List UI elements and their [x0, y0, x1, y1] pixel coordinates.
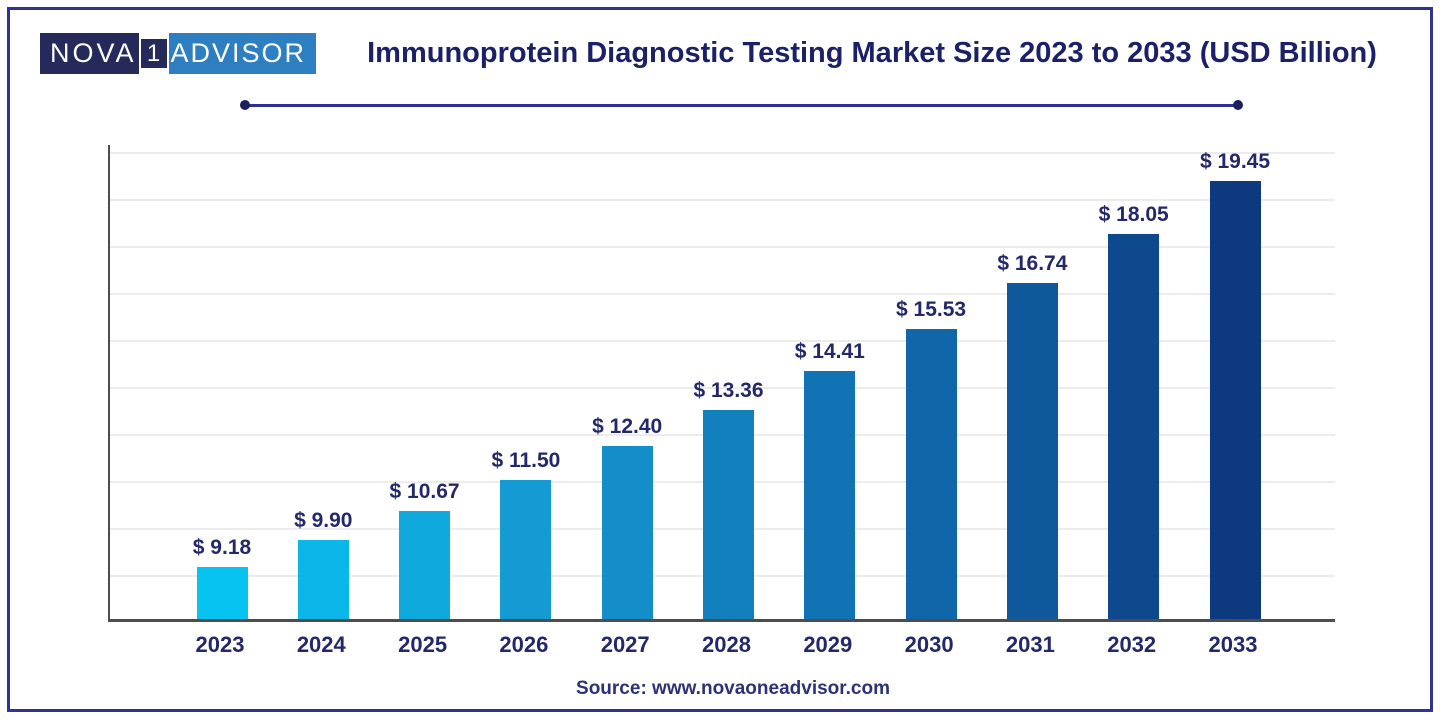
bar-value-label-2029: $ 14.41 — [794, 340, 865, 363]
bar-2023 — [196, 567, 248, 619]
logo-one-badge: 1 — [138, 37, 169, 70]
underline-right-dot — [1233, 100, 1243, 110]
x-axis-label-2026: 2026 — [499, 632, 549, 657]
underline-left-dot — [240, 100, 250, 110]
bar-value-label-2023: $ 9.18 — [192, 536, 252, 559]
bar-2033 — [1209, 181, 1261, 619]
x-axis-label-2031: 2031 — [1005, 632, 1055, 657]
logo-text-nova: NOVA — [40, 33, 139, 74]
bar-value-label-2025: $ 10.67 — [389, 480, 460, 503]
x-axis-label-2028: 2028 — [702, 632, 751, 657]
gridline — [110, 152, 1335, 154]
bar-2028 — [703, 410, 754, 619]
bar-2031 — [1006, 283, 1058, 619]
gridline — [110, 199, 1335, 201]
bar-value-label-2032: $ 18.05 — [1098, 203, 1169, 226]
bar-value-label-2033: $ 19.45 — [1199, 150, 1271, 173]
x-axis-label-2033: 2033 — [1208, 632, 1258, 657]
bar-2032 — [1108, 234, 1160, 619]
nova-one-advisor-logo: NOVA 1 ADVISOR — [40, 33, 317, 74]
x-axis-label-2024: 2024 — [296, 632, 346, 657]
chart-title: Immunoprotein Diagnostic Testing Market … — [367, 37, 1377, 69]
x-axis-label-2029: 2029 — [803, 632, 853, 657]
bar-2027 — [601, 446, 653, 619]
bar-2025 — [399, 511, 451, 619]
gridline — [110, 340, 1335, 342]
gridline — [110, 387, 1335, 389]
x-axis-label-2023: 2023 — [195, 632, 245, 657]
gridline — [110, 293, 1335, 295]
title-underline — [240, 100, 1243, 110]
bar-value-label-2024: $ 9.90 — [294, 509, 353, 532]
gridline — [110, 246, 1335, 248]
header: NOVA 1 ADVISOR Immunoprotein Diagnostic … — [40, 33, 1408, 74]
bar-2030 — [905, 329, 957, 619]
x-axis-label-2027: 2027 — [600, 632, 650, 657]
bar-2026 — [500, 480, 552, 619]
source-text: Source: www.novaoneadvisor.com — [576, 678, 890, 699]
bar-chart-plot-area: $ 9.18 $ 9.90 $ 10.67 $ 11.50 $ 12.40 $ 13.36… — [108, 145, 1335, 622]
x-axis-label-2030: 2030 — [904, 632, 954, 657]
bar-2029 — [804, 371, 856, 619]
logo-text-advisor: ADVISOR — [168, 33, 317, 74]
bar-2024 — [297, 540, 349, 619]
bar-value-label-2026: $ 11.50 — [491, 449, 561, 472]
x-axis-labels: 2023 2024 2025 2026 2027 2028 2029 2030 2031 2032… — [108, 632, 1335, 662]
bar-value-label-2030: $ 15.53 — [896, 298, 967, 321]
x-axis-label-2025: 2025 — [398, 632, 448, 657]
bar-value-label-2028: $ 13.36 — [693, 379, 764, 402]
x-axis-label-2032: 2032 — [1107, 632, 1157, 657]
bar-value-label-2027: $ 12.40 — [592, 415, 663, 438]
bar-value-label-2031: $ 16.74 — [997, 252, 1068, 275]
